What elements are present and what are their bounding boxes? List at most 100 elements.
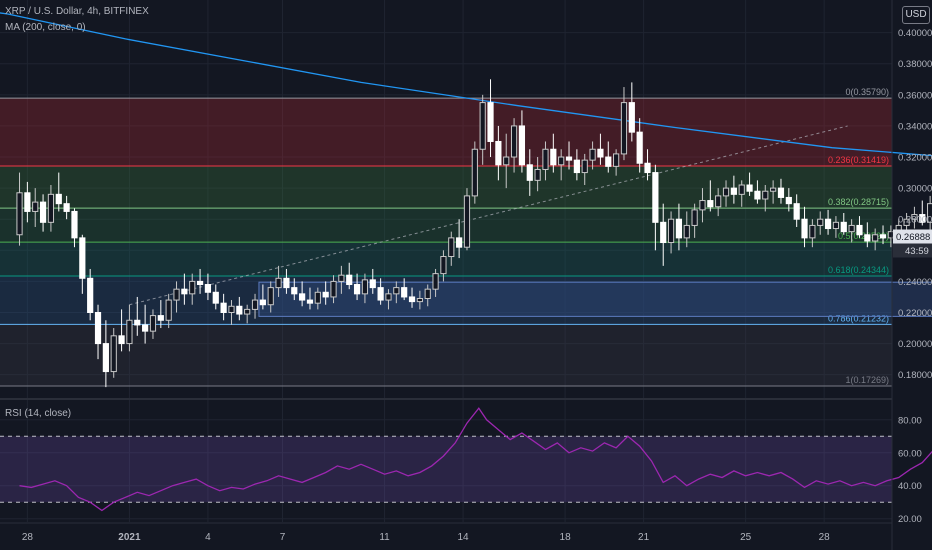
candle (440, 250, 447, 282)
candle-body (157, 315, 164, 321)
candle (102, 320, 109, 388)
candle-body (526, 164, 533, 181)
ma-legend[interactable]: MA (200, close, 0) (5, 22, 86, 33)
candle-body (793, 203, 800, 220)
candle (487, 79, 494, 158)
candle-body (306, 299, 314, 304)
candle (377, 278, 384, 305)
candle (589, 141, 596, 170)
candle-body (416, 298, 423, 303)
candle-body (102, 343, 109, 373)
candle (79, 234, 86, 294)
price-tick-label: 0.24000 (898, 277, 932, 288)
price-badges: 0.26888 43:59 (892, 229, 932, 258)
candle (393, 281, 400, 304)
candle (691, 203, 698, 238)
rsi-legend[interactable]: RSI (14, close) (5, 408, 72, 419)
candle-body (581, 159, 588, 174)
candle-body (495, 140, 502, 166)
symbol-legend[interactable]: XRP / U.S. Dollar, 4h, BITFINEX (5, 6, 149, 17)
candle-body (770, 187, 777, 192)
candle-body (824, 218, 832, 230)
price-tick-label: 0.34000 (898, 121, 932, 132)
candle (605, 141, 612, 173)
candle (919, 200, 926, 226)
candle (518, 110, 526, 173)
candle-body (762, 190, 769, 200)
candle-body (636, 131, 643, 164)
rsi-tick-label: 40.00 (898, 481, 922, 492)
fibonacci-retracement[interactable]: 0(0.35790) 0.236(0.31419) 0.382(0.28715) 0.… (0, 87, 892, 387)
candle-body (55, 193, 62, 205)
candle (628, 82, 635, 142)
candle (927, 195, 932, 232)
price-tick-label: 0.32000 (898, 153, 932, 164)
candle (746, 172, 753, 196)
time-tick-label: 2021 (118, 532, 141, 543)
candle (534, 157, 541, 192)
currency-button[interactable]: USD (902, 6, 930, 24)
candle (134, 296, 141, 336)
candle (299, 281, 306, 307)
candle-body (518, 125, 526, 166)
candle (597, 133, 604, 165)
candle (644, 149, 651, 181)
candle (911, 206, 918, 229)
candle-body (715, 195, 722, 208)
candle-body (848, 224, 855, 233)
candle (762, 185, 769, 212)
candle-body (887, 231, 894, 239)
candle-body (746, 184, 753, 192)
rsi-panel (0, 398, 932, 512)
candle-body (542, 148, 549, 170)
candle-body (149, 315, 157, 332)
candle (55, 172, 62, 212)
candle-body (840, 221, 847, 233)
candle (558, 149, 565, 181)
candle (39, 194, 47, 232)
moving-average (0, 12, 932, 157)
candle (573, 149, 580, 181)
candle (479, 94, 486, 165)
candle-body (251, 299, 259, 310)
candle (722, 180, 730, 207)
candle-body (801, 218, 808, 239)
candle-body (754, 190, 761, 200)
candle-body (817, 218, 824, 226)
candle-body (448, 237, 455, 258)
candle-body (644, 162, 651, 174)
candle (416, 290, 423, 310)
candle (228, 300, 235, 325)
candle (369, 268, 376, 294)
candle-body (39, 201, 47, 223)
last-price-badge: 0.26888 (896, 232, 930, 243)
time-tick-label: 21 (638, 532, 650, 543)
candle-body (927, 203, 932, 223)
candle (652, 164, 659, 251)
candle-body (244, 308, 251, 315)
candle-body (463, 195, 471, 248)
candle-body (87, 277, 94, 313)
candle (16, 172, 23, 246)
candle-body (565, 156, 573, 161)
candle-body (314, 291, 321, 304)
candle-body (856, 224, 863, 236)
candle (510, 118, 518, 173)
candle (71, 208, 78, 248)
candle (620, 87, 628, 161)
candle (173, 281, 180, 313)
candle (463, 188, 471, 251)
candle-body (196, 280, 204, 286)
time-tick-label: 4 (205, 532, 211, 543)
fib-level-label: 0.382(0.28715) (828, 197, 889, 207)
candle-body (550, 148, 557, 166)
candle (196, 268, 204, 294)
candle-body (134, 319, 141, 326)
candle (314, 287, 321, 310)
price-tick-label: 0.30000 (898, 184, 932, 195)
candle-body (361, 279, 369, 295)
candle-body (47, 193, 55, 223)
candle-body (573, 159, 580, 174)
candle-body (503, 156, 510, 166)
